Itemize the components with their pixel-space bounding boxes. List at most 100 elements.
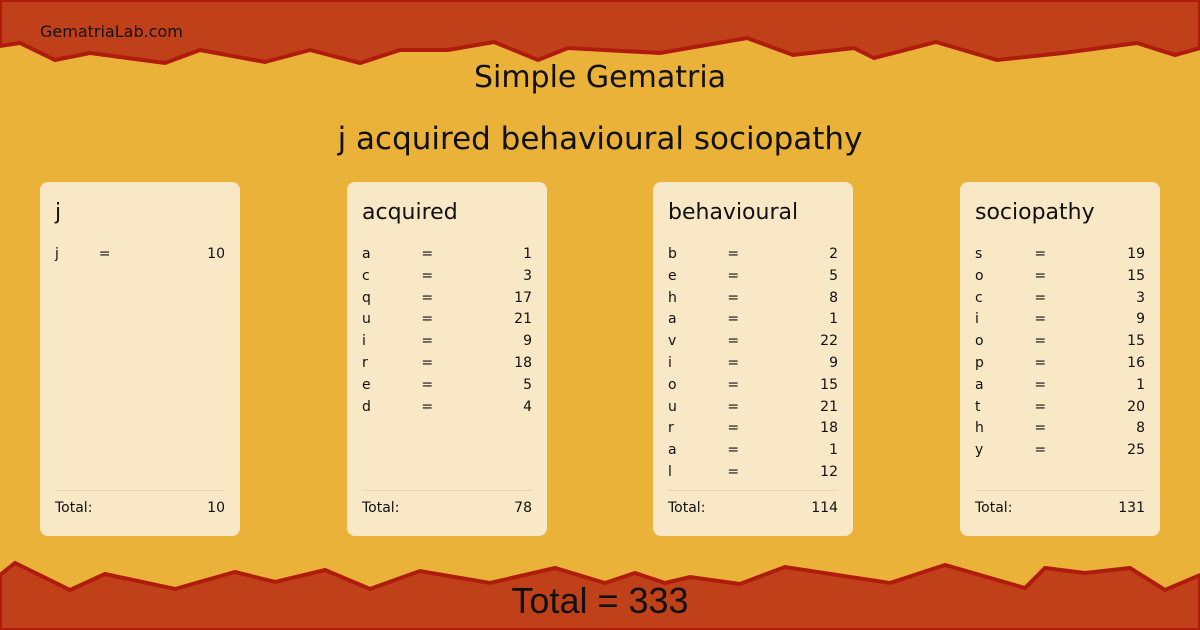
total-label: Total: [55, 500, 93, 516]
bottom-band [0, 560, 1200, 630]
letter-value: 3 [1136, 289, 1145, 306]
letter-row: o = 15 [975, 266, 1145, 288]
equals: = [98, 246, 111, 262]
total-value: 114 [811, 500, 838, 516]
letter-row: b = 2 [668, 244, 838, 266]
letter-row: o = 15 [975, 331, 1145, 353]
letter-row: h = 8 [668, 288, 838, 310]
letter-row: c = 3 [362, 266, 532, 288]
equals: = [1034, 376, 1047, 393]
equals: = [421, 354, 434, 371]
letter-table: a = 1 c = 3 q = 17 u = 21 i = 9 r = 18 e… [362, 244, 532, 418]
equals: = [1034, 311, 1047, 328]
equals: = [727, 289, 740, 306]
total-label: Total: [362, 500, 400, 516]
letter: t [975, 398, 981, 415]
site-logo[interactable]: GematriaLab.com [40, 22, 183, 41]
letter: d [362, 398, 371, 415]
letter-row: a = 1 [975, 375, 1145, 397]
letter: h [668, 289, 677, 306]
letter: a [668, 311, 677, 328]
divider [55, 490, 225, 491]
letter: u [668, 398, 677, 415]
equals: = [727, 398, 740, 415]
letter-value: 25 [1127, 442, 1145, 459]
letter: c [975, 289, 983, 306]
word-total: Total: 114 [668, 500, 838, 516]
divider [668, 490, 838, 491]
letter-row: q = 17 [362, 288, 532, 310]
word-title: behavioural [668, 200, 799, 225]
letter: i [668, 354, 672, 371]
grand-total: Total = 333 [511, 580, 689, 621]
phrase: j acquired behavioural sociopathy [337, 121, 863, 157]
letter-table: j = 10 [55, 244, 225, 266]
letter: h [975, 420, 984, 437]
letter-value: 4 [523, 398, 532, 415]
letter-row: y = 25 [975, 440, 1145, 462]
letter: e [668, 267, 677, 284]
equals: = [1034, 289, 1047, 306]
letter: b [668, 246, 677, 262]
letter-row: p = 16 [975, 353, 1145, 375]
letter: o [975, 267, 984, 284]
word-total: Total: 131 [975, 500, 1145, 516]
letter-value: 15 [820, 376, 838, 393]
letter-row: i = 9 [975, 309, 1145, 331]
total-value: 78 [514, 500, 532, 516]
letter: p [975, 354, 984, 371]
letter-value: 8 [829, 289, 838, 306]
letter-value: 16 [1127, 354, 1145, 371]
letter-table: s = 19 o = 15 c = 3 i = 9 o = 15 p = 16 … [975, 244, 1145, 462]
letter: u [362, 311, 371, 328]
equals: = [1034, 420, 1047, 437]
letter-row: c = 3 [975, 288, 1145, 310]
letter-value: 1 [1136, 376, 1145, 393]
letter: i [975, 311, 979, 328]
letter-row: t = 20 [975, 397, 1145, 419]
letter: c [362, 267, 370, 284]
letter-value: 1 [829, 442, 838, 459]
total-value: 10 [207, 500, 225, 516]
equals: = [1034, 354, 1047, 371]
equals: = [421, 246, 434, 262]
letter-value: 2 [829, 246, 838, 262]
letter-value: 1 [829, 311, 838, 328]
letter-value: 1 [523, 246, 532, 262]
letter-row: j = 10 [55, 244, 225, 266]
equals: = [727, 267, 740, 284]
equals: = [421, 311, 434, 328]
equals: = [421, 376, 434, 393]
letter-value: 15 [1127, 267, 1145, 284]
word-card: sociopathy s = 19 o = 15 c = 3 i = 9 o =… [960, 182, 1160, 536]
letter-value: 19 [1127, 246, 1145, 262]
letter-value: 18 [820, 420, 838, 437]
letter-row: d = 4 [362, 397, 532, 419]
equals: = [1034, 398, 1047, 415]
letter-value: 5 [523, 376, 532, 393]
equals: = [727, 354, 740, 371]
letter: r [668, 420, 674, 437]
letter-row: v = 22 [668, 331, 838, 353]
letter-value: 15 [1127, 333, 1145, 350]
divider [975, 490, 1145, 491]
top-band [0, 0, 1200, 66]
letter-value: 18 [514, 354, 532, 371]
letter-value: 17 [514, 289, 532, 306]
letter-value: 5 [829, 267, 838, 284]
word-title: sociopathy [975, 200, 1095, 225]
equals: = [421, 398, 434, 415]
letter-row: s = 19 [975, 244, 1145, 266]
letter: o [668, 376, 677, 393]
letter-value: 22 [820, 333, 838, 350]
letter-row: l = 12 [668, 462, 838, 484]
letter: a [975, 376, 984, 393]
equals: = [727, 463, 740, 480]
letter-row: a = 1 [668, 309, 838, 331]
word-card: acquired a = 1 c = 3 q = 17 u = 21 i = 9… [347, 182, 547, 536]
letter-row: a = 1 [362, 244, 532, 266]
letter: a [362, 246, 371, 262]
total-label: Total: [668, 500, 706, 516]
letter-value: 10 [207, 246, 225, 262]
letter-row: h = 8 [975, 418, 1145, 440]
